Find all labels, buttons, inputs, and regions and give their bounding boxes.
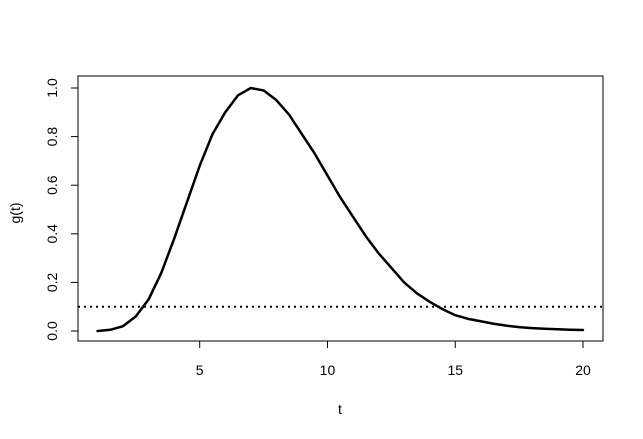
y-tick-label: 0.6 — [44, 175, 60, 195]
y-tick-label: 0.8 — [44, 127, 60, 147]
y-tick-label: 0.2 — [44, 272, 60, 292]
y-axis: 0.0 0.2 0.4 0.6 0.8 1.0 — [44, 78, 79, 341]
x-tick-label: 5 — [196, 362, 204, 378]
x-axis-label: t — [338, 401, 342, 417]
x-tick-label: 20 — [575, 362, 591, 378]
series-layer — [96, 86, 585, 333]
x-axis: 5 10 15 20 — [196, 340, 591, 378]
y-tick-label: 0.0 — [44, 321, 60, 341]
y-tick-label: 1.0 — [44, 78, 60, 98]
y-axis-label: g(t) — [7, 203, 23, 224]
x-tick-label: 10 — [320, 362, 336, 378]
y-tick-label: 0.4 — [44, 224, 60, 244]
series-line — [96, 86, 585, 333]
plot-frame — [77, 75, 604, 342]
x-tick-label: 15 — [447, 362, 463, 378]
